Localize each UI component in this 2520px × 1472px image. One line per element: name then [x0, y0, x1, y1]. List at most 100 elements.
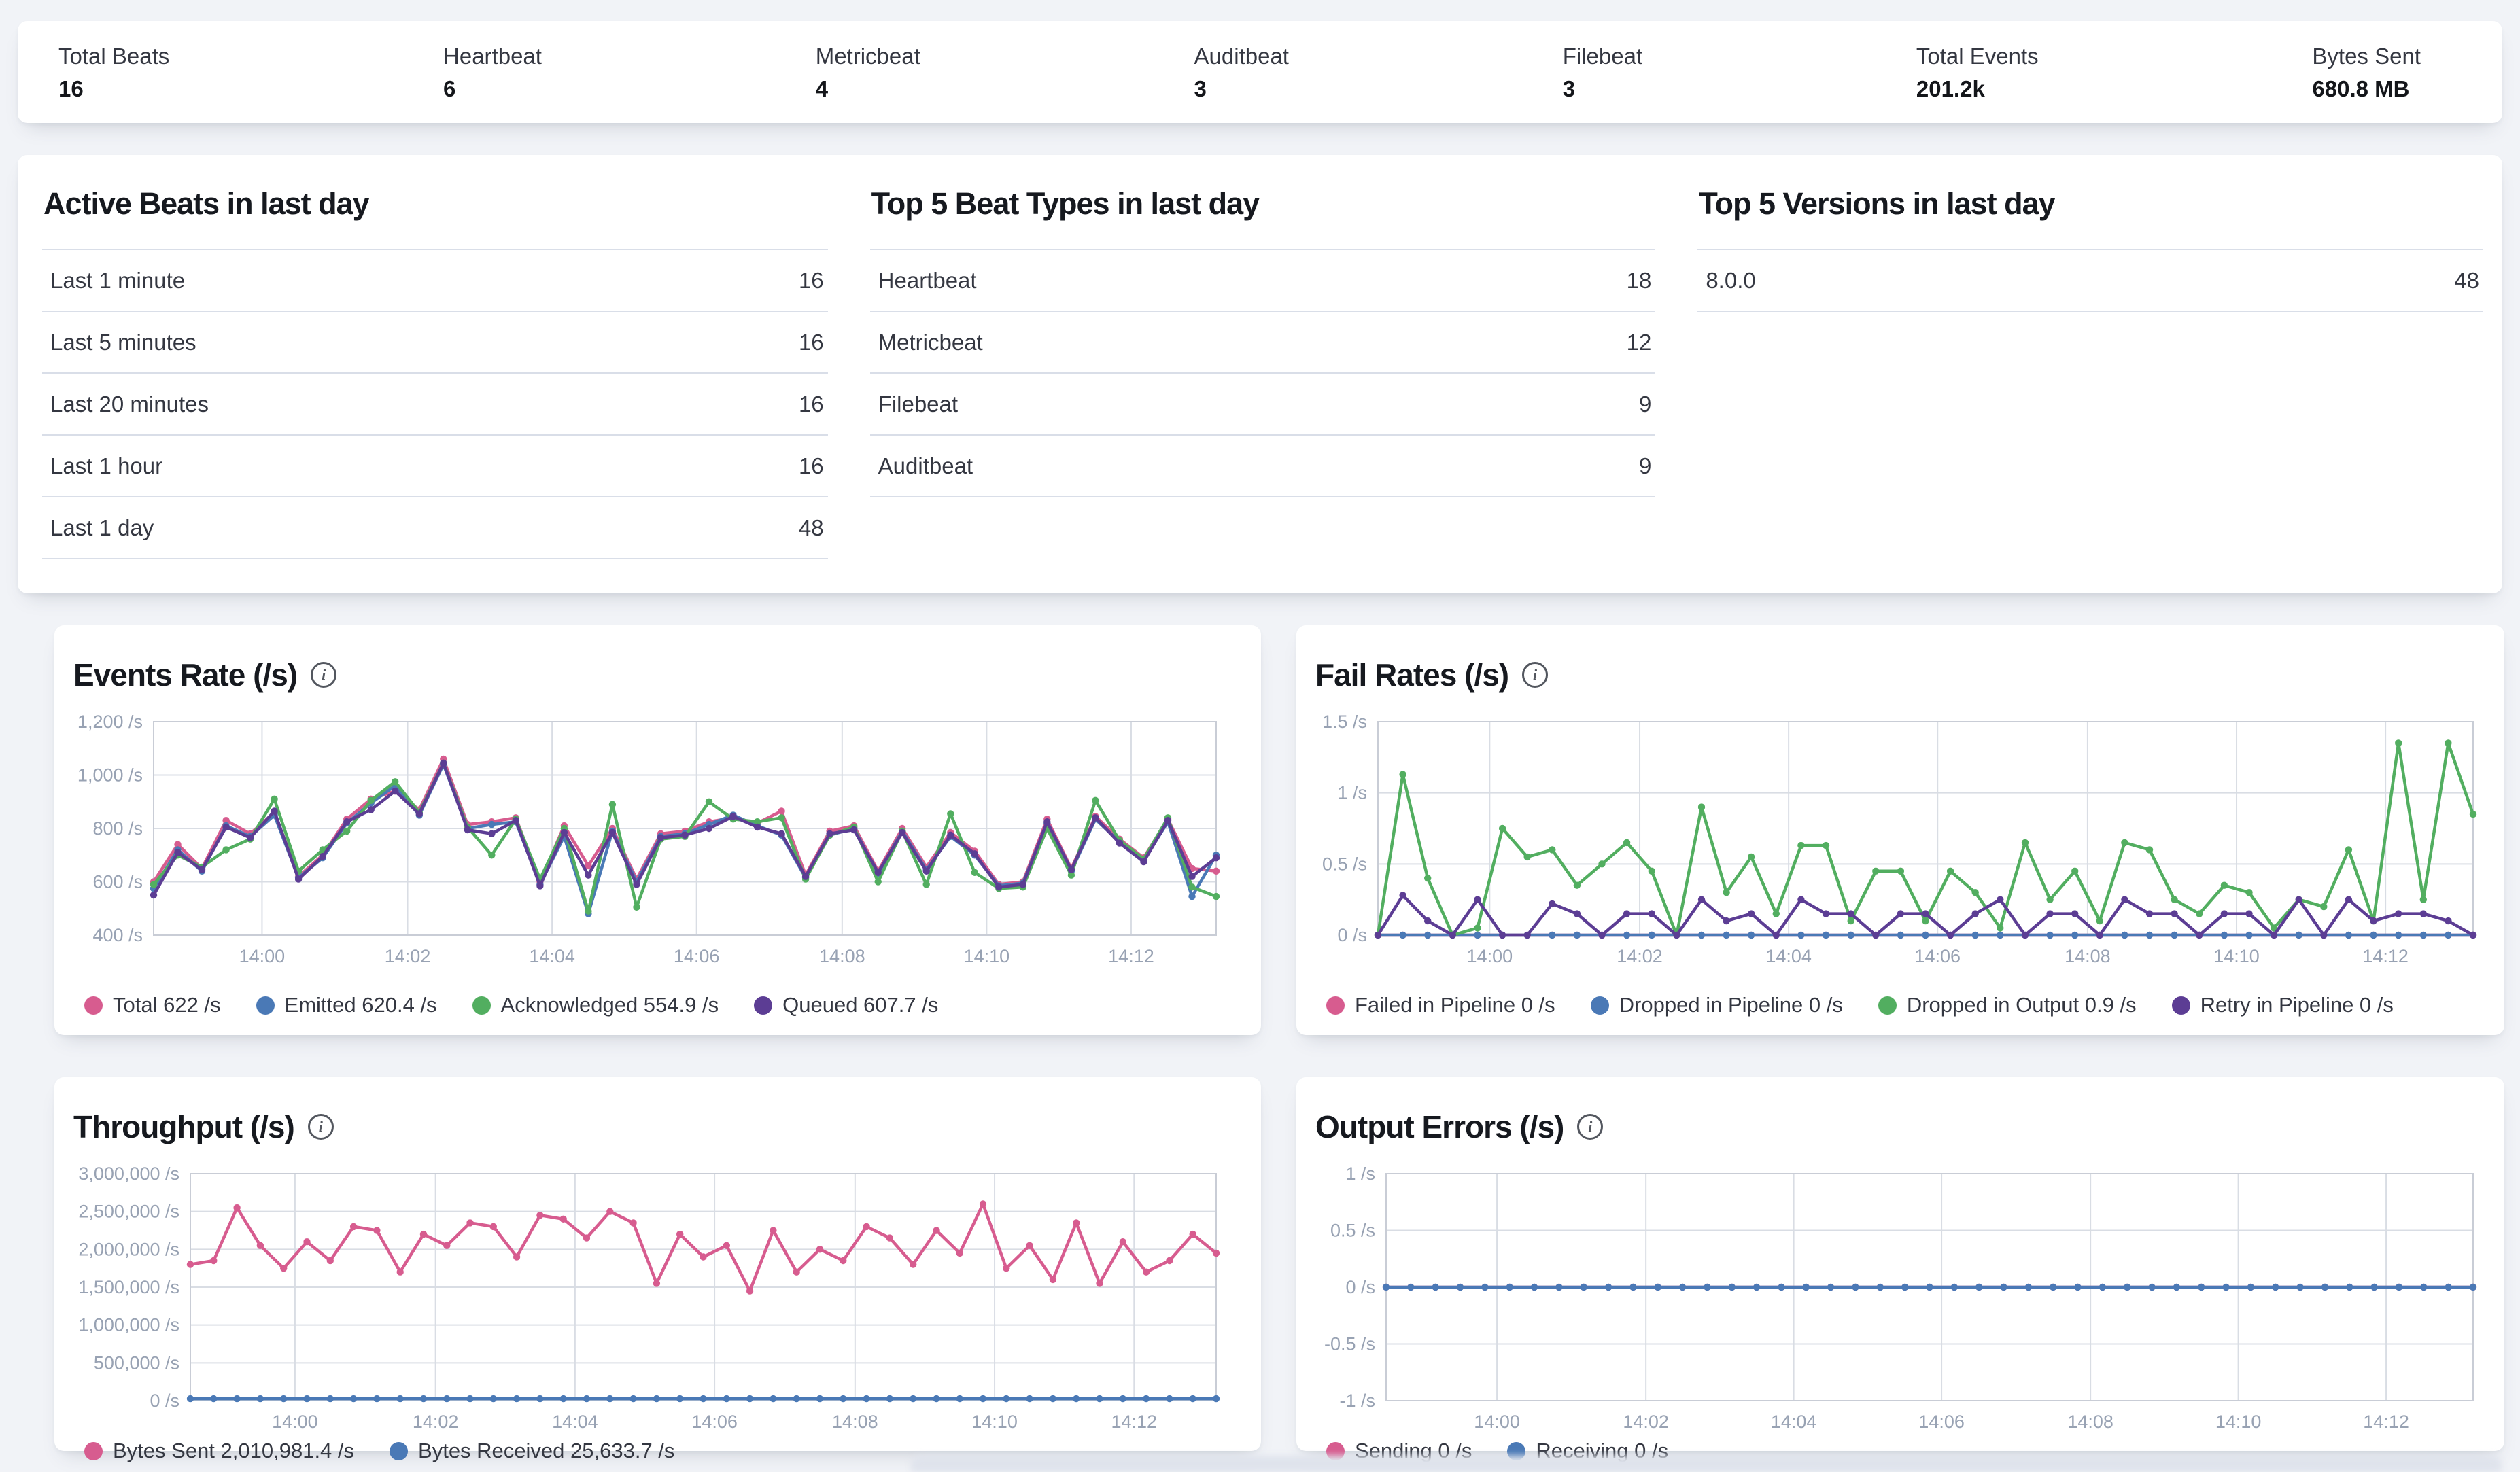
legend-series-label: Bytes Received 25,633.7 /s [418, 1439, 675, 1462]
legend-item[interactable]: Dropped in Pipeline 0 /s [1590, 993, 1843, 1017]
svg-text:14:06: 14:06 [1918, 1412, 1965, 1432]
metric-value: 12 [1626, 329, 1652, 355]
svg-text:1 /s: 1 /s [1345, 1167, 1375, 1184]
legend-series-label: Retry in Pipeline 0 /s [2200, 993, 2394, 1017]
svg-text:14:02: 14:02 [385, 946, 431, 966]
stat-value: 3 [1562, 75, 1576, 101]
stat-bytes-sent: Bytes Sent 680.8 MB [2312, 42, 2421, 101]
legend-item[interactable]: Queued 607.7 /s [754, 993, 938, 1017]
svg-text:14:10: 14:10 [2213, 946, 2260, 966]
metric-value: 16 [798, 391, 824, 417]
svg-text:1,000,000 /s: 1,000,000 /s [78, 1315, 179, 1335]
metric-label: Last 1 minute [50, 267, 186, 293]
chart-card-fail-rates: Fail Rates (/s) i 1.5 /s 1 /s 0.5 /s 0 /s 14… [1296, 625, 2504, 1035]
table-row: Filebeat 9 [869, 374, 1656, 436]
metric-value: 48 [798, 514, 824, 540]
legend-item[interactable]: Emitted 620.4 /s [256, 993, 437, 1017]
metric-value: 16 [798, 267, 824, 293]
events-rate-chart[interactable]: 1,200 /s 1,000 /s 800 /s 600 /s 400 /s 14:00 1… [73, 715, 1242, 973]
metric-label: Last 1 day [50, 514, 154, 540]
table-row: Last 20 minutes 16 [42, 374, 828, 436]
active-beats-table: Last 1 minute 16 Last 5 minutes 16 Last 20 m… [42, 249, 828, 559]
svg-text:14:12: 14:12 [2363, 1412, 2409, 1432]
legend-item[interactable]: Dropped in Output 0.9 /s [1878, 993, 2137, 1017]
svg-text:14:06: 14:06 [674, 946, 720, 966]
table-row: Auditbeat 9 [869, 436, 1656, 497]
metric-value: 9 [1638, 391, 1652, 417]
legend-series-dot [754, 996, 773, 1015]
svg-text:14:04: 14:04 [529, 946, 575, 966]
legend-series-dot [1878, 996, 1897, 1015]
chart-title: Events Rate (/s) [73, 657, 298, 693]
info-icon[interactable]: i [307, 1114, 334, 1140]
legend-series-dot [84, 996, 103, 1015]
legend-item[interactable]: Total 622 /s [84, 993, 221, 1017]
svg-text:800 /s: 800 /s [92, 818, 143, 839]
legend-series-dot [84, 1441, 103, 1460]
stat-label: Bytes Sent [2312, 43, 2421, 69]
stat-metricbeat: Metricbeat 4 [816, 42, 920, 101]
legend-series-dot [256, 996, 275, 1015]
metric-label: Last 5 minutes [50, 329, 196, 355]
stats-summary-card: Total Beats 16 Heartbeat 6 Metricbeat 4 … [18, 21, 2502, 123]
fail-rates-chart[interactable]: 1.5 /s 1 /s 0.5 /s 0 /s 14:00 14:02 14:04 14:06… [1315, 715, 2485, 973]
legend-series-label: Acknowledged 554.9 /s [500, 993, 719, 1017]
table-row: Last 1 hour 16 [42, 436, 828, 497]
legend-item[interactable]: Bytes Received 25,633.7 /s [390, 1439, 674, 1463]
legend-series-dot [1326, 996, 1345, 1015]
metric-label: Heartbeat [878, 267, 977, 293]
table-row: Last 1 minute 16 [42, 249, 828, 312]
table-row: 8.0.0 48 [1697, 249, 2483, 312]
stat-label: Auditbeat [1194, 43, 1289, 69]
stat-heartbeat: Heartbeat 6 [443, 42, 542, 101]
metric-label: Last 20 minutes [50, 391, 209, 417]
legend-series-label: Failed in Pipeline 0 /s [1355, 993, 1555, 1017]
svg-text:14:00: 14:00 [272, 1412, 318, 1432]
legend-series-dot [2171, 996, 2190, 1015]
legend-series-dot [472, 996, 491, 1015]
info-icon[interactable]: i [1522, 662, 1549, 688]
stat-value: 16 [58, 75, 84, 101]
stat-total-beats: Total Beats 16 [58, 42, 169, 101]
svg-text:14:08: 14:08 [2065, 946, 2111, 966]
svg-text:14:12: 14:12 [1111, 1412, 1157, 1432]
svg-text:14:02: 14:02 [1617, 946, 1663, 966]
svg-text:600 /s: 600 /s [92, 872, 143, 892]
info-icon[interactable]: i [311, 662, 337, 688]
svg-text:-0.5 /s: -0.5 /s [1324, 1334, 1375, 1354]
legend-item[interactable]: Retry in Pipeline 0 /s [2171, 993, 2394, 1017]
svg-text:1,200 /s: 1,200 /s [77, 715, 143, 732]
svg-text:14:04: 14:04 [1765, 946, 1812, 966]
charts-section: Events Rate (/s) i 1,200 /s 1,000 /s 800 /… [54, 625, 2504, 1462]
legend-series-label: Bytes Sent 2,010,981.4 /s [113, 1439, 355, 1462]
stat-value: 3 [1194, 75, 1207, 101]
stat-total-events: Total Events 201.2k [1916, 42, 2039, 101]
legend-series-label: Queued 607.7 /s [782, 993, 939, 1017]
legend-series-dot [390, 1441, 409, 1460]
svg-text:14:10: 14:10 [964, 946, 1010, 966]
stat-value: 680.8 MB [2312, 75, 2410, 101]
chart-card-output-errors: Output Errors (/s) i 1 /s 0.5 /s 0 /s -0.5 … [1296, 1077, 2504, 1462]
svg-text:14:12: 14:12 [1108, 946, 1154, 966]
svg-text:-1 /s: -1 /s [1339, 1390, 1375, 1411]
svg-text:14:00: 14:00 [239, 946, 286, 966]
svg-text:14:02: 14:02 [1623, 1412, 1669, 1432]
legend-item[interactable]: Acknowledged 554.9 /s [472, 993, 719, 1017]
legend-series-dot [1590, 996, 1609, 1015]
metric-label: 8.0.0 [1706, 267, 1756, 293]
svg-text:14:12: 14:12 [2362, 946, 2409, 966]
svg-text:14:10: 14:10 [2215, 1412, 2262, 1432]
panel-active-beats: Active Beats in last day Last 1 minute 16… [42, 183, 828, 559]
next-row-card-shadow [911, 1456, 2502, 1472]
throughput-chart[interactable]: 3,000,000 /s 2,500,000 /s 2,000,000 /s 1,50… [73, 1167, 1242, 1439]
chart-title: Throughput (/s) [73, 1109, 295, 1144]
info-icon[interactable]: i [1577, 1114, 1604, 1140]
legend-item[interactable]: Bytes Sent 2,010,981.4 /s [84, 1439, 354, 1463]
stat-filebeat: Filebeat 3 [1563, 42, 1642, 101]
stat-value: 201.2k [1916, 75, 1985, 101]
metric-label: Last 1 hour [50, 453, 163, 478]
svg-text:14:10: 14:10 [971, 1412, 1018, 1432]
metric-label: Metricbeat [878, 329, 983, 355]
legend-item[interactable]: Failed in Pipeline 0 /s [1326, 993, 1555, 1017]
output-errors-chart[interactable]: 1 /s 0.5 /s 0 /s -0.5 /s -1 /s 14:00 14:02 14:0… [1315, 1167, 2485, 1439]
